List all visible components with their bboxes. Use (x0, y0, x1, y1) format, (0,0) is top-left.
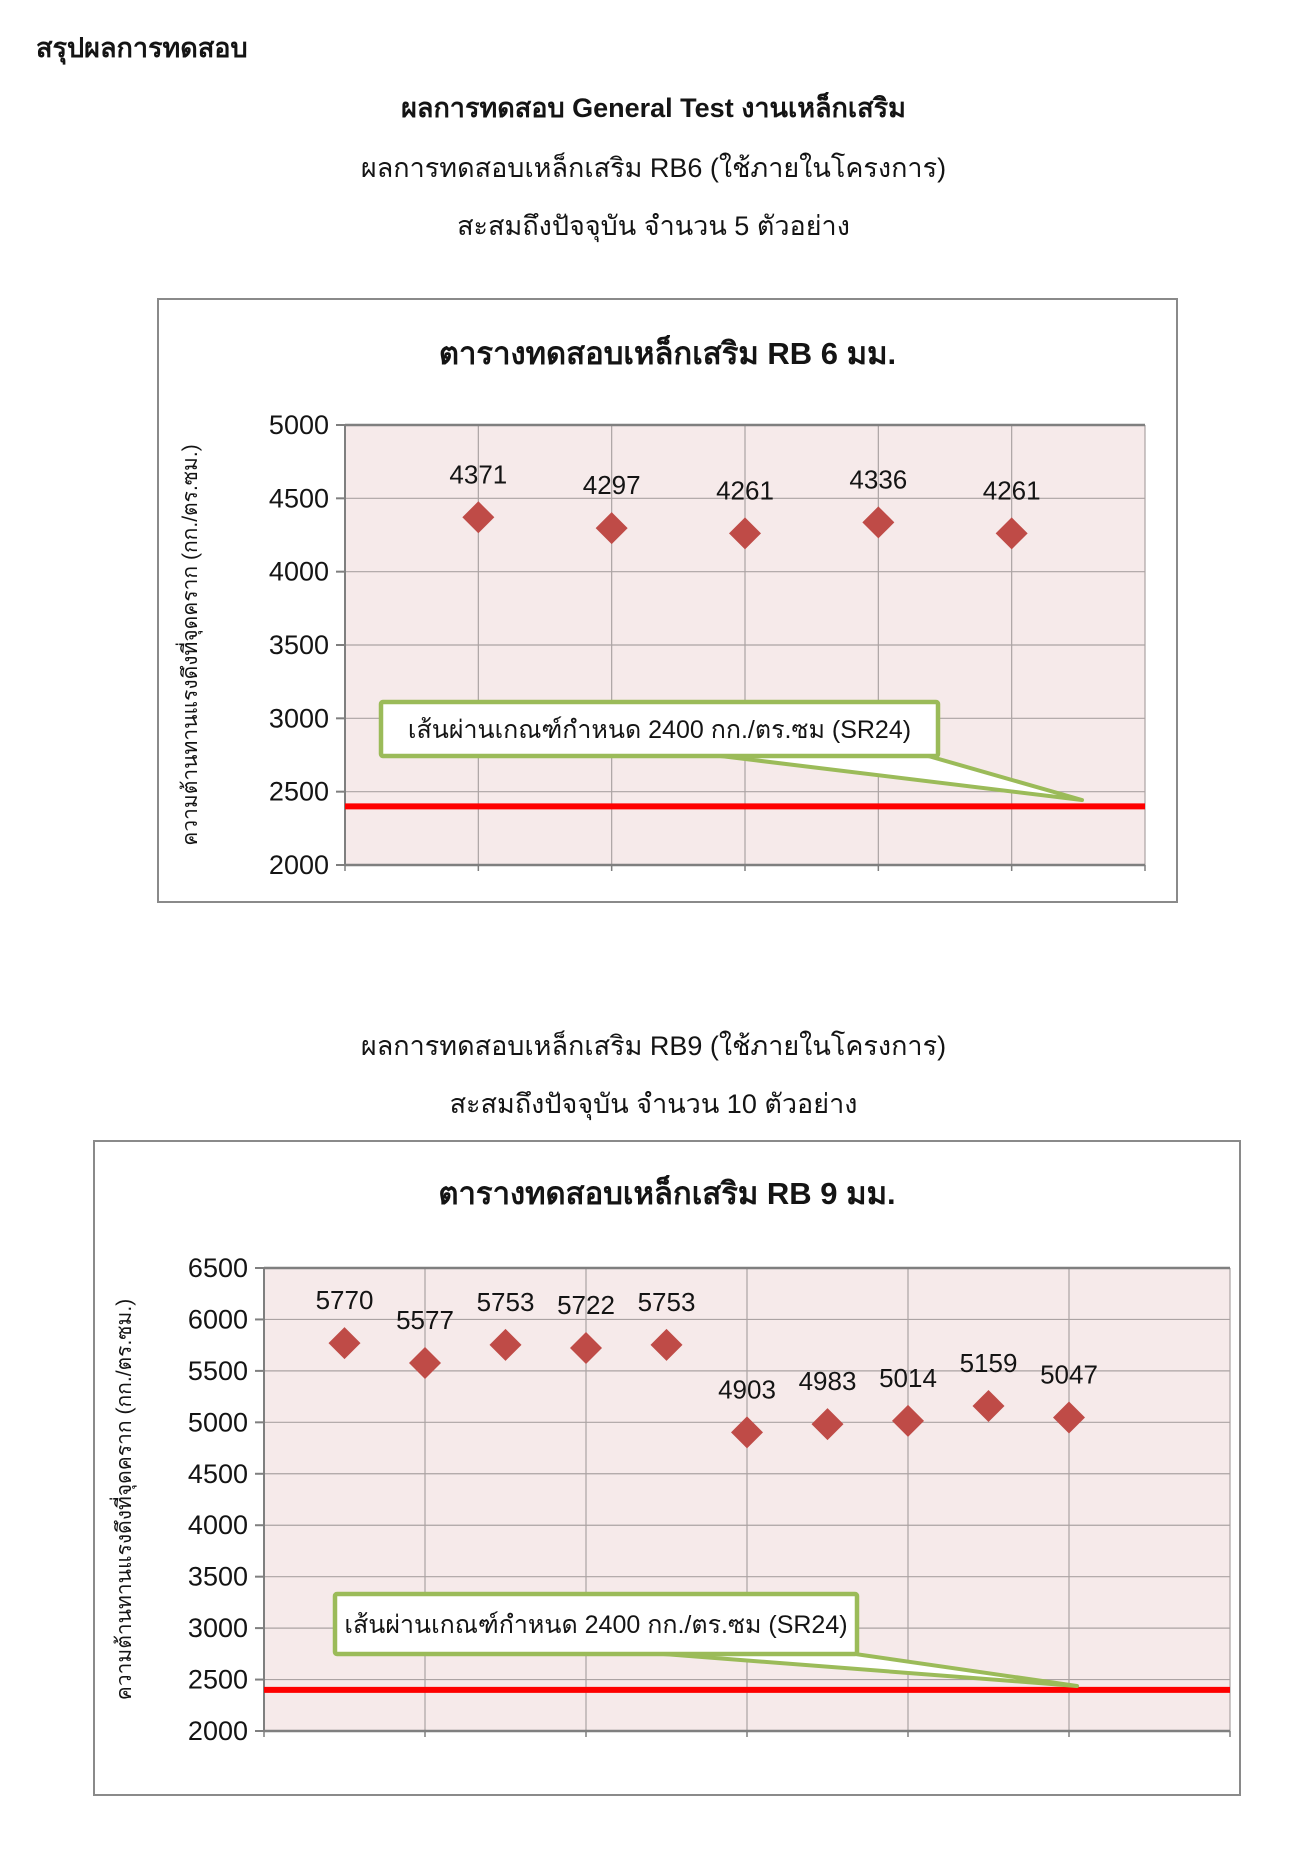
y-axis-label: ความต้านทานแรงดึงที่จุดคราก (กก./ตร.ซม.) (175, 444, 203, 845)
data-point-diamond (972, 1389, 1005, 1422)
y-tick-label: 3000 (269, 703, 329, 733)
chart-rb9-plot: 6500 6000 5500 5000 4500 4000 3500 3000 2500 2000… (109, 1253, 1231, 1746)
section2-intro: ผลการทดสอบเหล็กเสริม RB9 (ใช้ภายในโครงกา… (360, 1031, 947, 1061)
callout-box (332, 1591, 860, 1657)
y-tick-label: 2500 (188, 1665, 248, 1695)
data-point-diamond (892, 1404, 924, 1437)
section2-count-line: สะสมถึงปัจจุบัน จำนวน 10 ตัวอย่าง (449, 1089, 858, 1119)
data-point-label: 4903 (718, 1374, 776, 1404)
data-point-label: 5753 (477, 1287, 535, 1317)
data-point-diamond (862, 506, 895, 539)
data-point-diamond (995, 517, 1028, 550)
y-tick-label: 4000 (269, 557, 329, 587)
chart-rb6-plot: 5000 4500 4000 3500 3000 2500 2000 เส้นผ่านเกณฑ… (175, 410, 1146, 880)
data-point-label: 5047 (1040, 1359, 1098, 1389)
y-tick-label: 2000 (188, 1716, 248, 1746)
y-axis-label: ความต้านทานแรงดึงที่จุดคราก (กก./ตร.ซม.) (109, 1299, 137, 1700)
y-tick-label: 3500 (188, 1562, 248, 1592)
data-point-label: 4983 (799, 1366, 857, 1396)
data-point-label: 5770 (316, 1285, 374, 1315)
data-point-diamond (729, 517, 761, 550)
y-tick-label: 5000 (188, 1407, 248, 1437)
y-tick-label: 2000 (269, 850, 329, 880)
data-point-label: 4371 (449, 459, 507, 489)
data-point-label: 5577 (396, 1305, 454, 1335)
data-point-diamond (462, 501, 495, 534)
data-point-diamond (811, 1408, 844, 1441)
y-tick-label: 5000 (269, 410, 329, 440)
section1-intro: ผลการทดสอบเหล็กเสริม RB6 (ใช้ภายในโครงกา… (360, 153, 947, 183)
chart-rb9: ตารางทดสอบเหล็กเสริม RB 9 มม. 6500 6000 55… (93, 1140, 1241, 1796)
callout-box (378, 699, 941, 759)
section1-count-line: สะสมถึงปัจจุบัน จำนวน 5 ตัวอย่าง (457, 211, 850, 241)
y-tick-label: 6500 (188, 1253, 248, 1283)
chart-rb6-title: ตารางทดสอบเหล็กเสริม RB 6 มม. (438, 336, 897, 371)
data-point-diamond (731, 1416, 763, 1449)
chart-rb6: ตารางทดสอบเหล็กเสริม RB 6 มม. 5000 4500 40… (157, 298, 1178, 903)
data-point-label: 5753 (638, 1287, 696, 1317)
data-point-diamond (489, 1328, 522, 1361)
data-point-label: 4261 (983, 475, 1041, 505)
data-point-diamond (409, 1346, 441, 1379)
data-point-diamond (1053, 1401, 1085, 1434)
callout-text: เส้นผ่านเกณฑ์กำหนด 2400 กก./ตร.ซม (SR24) (344, 1611, 847, 1639)
y-tick-label: 2500 (269, 777, 329, 807)
y-tick-label: 4500 (269, 483, 329, 513)
chart-rb9-title: ตารางทดสอบเหล็กเสริม RB 9 มม. (438, 1176, 896, 1211)
data-point-label: 4297 (583, 470, 641, 500)
data-point-diamond (328, 1327, 361, 1360)
y-tick-label: 4500 (188, 1459, 248, 1489)
data-point-label: 4261 (716, 475, 774, 505)
y-tick-label: 3500 (269, 630, 329, 660)
y-tick-label: 5500 (188, 1356, 248, 1386)
data-point-label: 4336 (849, 464, 907, 494)
page-heading: สรุปผลการทดสอบ (36, 33, 248, 63)
data-point-diamond (650, 1328, 683, 1361)
data-point-diamond (595, 512, 628, 545)
data-point-label: 5722 (557, 1290, 615, 1320)
callout-text: เส้นผ่านเกณฑ์กำหนด 2400 กก./ตร.ซม (SR24) (408, 716, 911, 744)
data-point-diamond (570, 1332, 602, 1365)
data-point-label: 5159 (960, 1348, 1018, 1378)
y-tick-label: 4000 (188, 1510, 248, 1540)
main-title: ผลการทดสอบ General Test งานเหล็กเสริม (401, 93, 906, 123)
y-tick-label: 6000 (188, 1304, 248, 1334)
y-tick-label: 3000 (188, 1613, 248, 1643)
data-point-label: 5014 (879, 1363, 937, 1393)
